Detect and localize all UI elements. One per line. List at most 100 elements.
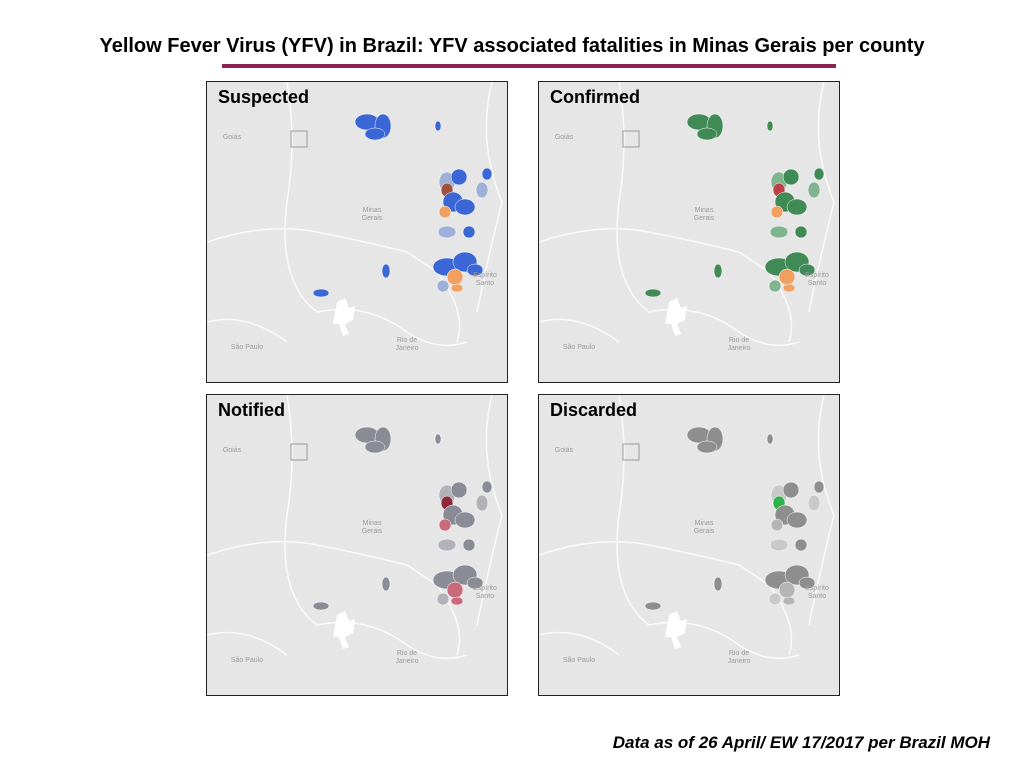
county-area (713, 576, 723, 592)
state-border (476, 395, 503, 626)
map-panel: Suspected Goiás Minas Gerais Espírito Santo… (206, 81, 508, 383)
map (207, 82, 503, 347)
state-border (768, 271, 793, 343)
panel-title: Confirmed (550, 87, 640, 107)
county-area (770, 205, 784, 219)
county-area (438, 518, 452, 532)
county-area (713, 263, 723, 279)
map-label: Espírito Santo (805, 585, 829, 600)
county-area (778, 268, 796, 286)
map-label: São Paulo (230, 657, 264, 664)
map-label: Minas Gerais (361, 520, 383, 535)
city-marker (290, 443, 308, 461)
slide-title: Yellow Fever Virus (YFV) in Brazil: YFV … (99, 35, 925, 57)
county-area (454, 511, 476, 529)
map-panel: Notified Goiás Minas Gerais Espírito Santo S… (206, 394, 508, 696)
county-area (696, 440, 718, 454)
county-area (446, 268, 464, 286)
map-label: Goiás (554, 447, 574, 454)
map-label: Goiás (222, 134, 242, 141)
county-area (434, 433, 442, 445)
county-area (462, 225, 476, 239)
map-label: Espírito Santo (473, 585, 497, 600)
map (539, 395, 835, 660)
county-area (798, 576, 816, 590)
reservoir (665, 298, 687, 336)
map-label: Minas Gerais (693, 520, 715, 535)
state-border (476, 82, 503, 313)
footer-note: Data as of 26 April/ EW 17/2017 per Braz… (612, 733, 990, 752)
county-area (364, 127, 386, 141)
county-area (450, 481, 468, 499)
county-area (768, 592, 782, 606)
map-panel: Discarded Goiás Minas Gerais Espírito Santo… (538, 394, 840, 696)
city-marker (622, 130, 640, 148)
county-area (782, 168, 800, 186)
city-marker (622, 443, 640, 461)
state-border (616, 395, 650, 626)
county-area (696, 127, 718, 141)
panel-title: Notified (218, 400, 285, 420)
county-area (381, 263, 391, 279)
reservoir (333, 611, 355, 649)
county-area (794, 538, 808, 552)
county-area (782, 481, 800, 499)
county-area (481, 480, 493, 494)
county-area (312, 601, 330, 611)
county-area (813, 167, 825, 181)
county-area (450, 168, 468, 186)
map-label: São Paulo (562, 657, 596, 664)
state-border (808, 82, 835, 313)
state-border (207, 318, 288, 343)
county-area (475, 181, 489, 199)
county-area (466, 263, 484, 277)
state-border (539, 631, 620, 656)
map-label: Espírito Santo (473, 272, 497, 287)
county-area (769, 538, 789, 552)
county-area (436, 279, 450, 293)
state-border (768, 584, 793, 656)
reservoir (333, 298, 355, 336)
county-area (807, 494, 821, 512)
county-area (786, 511, 808, 529)
county-area (766, 120, 774, 132)
map-label: Rio de Janeiro (395, 337, 419, 352)
county-area (450, 283, 464, 293)
state-border (207, 540, 438, 586)
county-area (462, 538, 476, 552)
panel-title: Discarded (550, 400, 638, 420)
map-label: Rio de Janeiro (395, 650, 419, 665)
county-area (769, 225, 789, 239)
map-panel: Confirmed Goiás Minas Gerais Espírito Santo… (538, 81, 840, 383)
state-border (207, 631, 288, 656)
county-area (450, 596, 464, 606)
county-area (437, 538, 457, 552)
county-area (312, 288, 330, 298)
county-area (436, 592, 450, 606)
county-area (768, 279, 782, 293)
county-area (364, 440, 386, 454)
county-area (798, 263, 816, 277)
map-label: Goiás (554, 134, 574, 141)
state-border (436, 584, 461, 656)
state-border (539, 227, 770, 273)
map-label: Espírito Santo (805, 272, 829, 287)
state-border (207, 227, 438, 273)
map-label: Rio de Janeiro (727, 337, 751, 352)
county-area (770, 518, 784, 532)
city-marker (290, 130, 308, 148)
county-area (644, 601, 662, 611)
county-area (438, 205, 452, 219)
county-area (813, 480, 825, 494)
title-rule (222, 64, 836, 68)
county-area (466, 576, 484, 590)
reservoir (665, 611, 687, 649)
county-area (475, 494, 489, 512)
map-label: São Paulo (562, 344, 596, 351)
state-border (284, 395, 318, 626)
county-area (481, 167, 493, 181)
panel-title: Suspected (218, 87, 310, 107)
county-area (782, 596, 796, 606)
map (539, 82, 835, 347)
